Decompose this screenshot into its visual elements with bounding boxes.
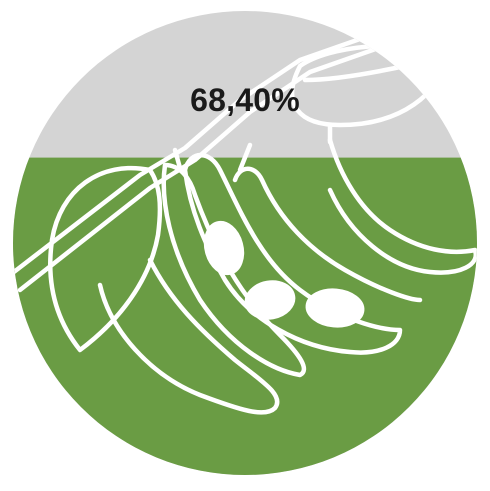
soybean-plant-icon (13, 15, 477, 415)
bean-seed (244, 280, 296, 320)
gauge-filled-area (13, 157, 477, 475)
percentage-label: 68,40% (190, 82, 300, 118)
bean-seed (203, 220, 245, 276)
bean-seed (305, 288, 365, 328)
bean-seeds (203, 220, 365, 328)
